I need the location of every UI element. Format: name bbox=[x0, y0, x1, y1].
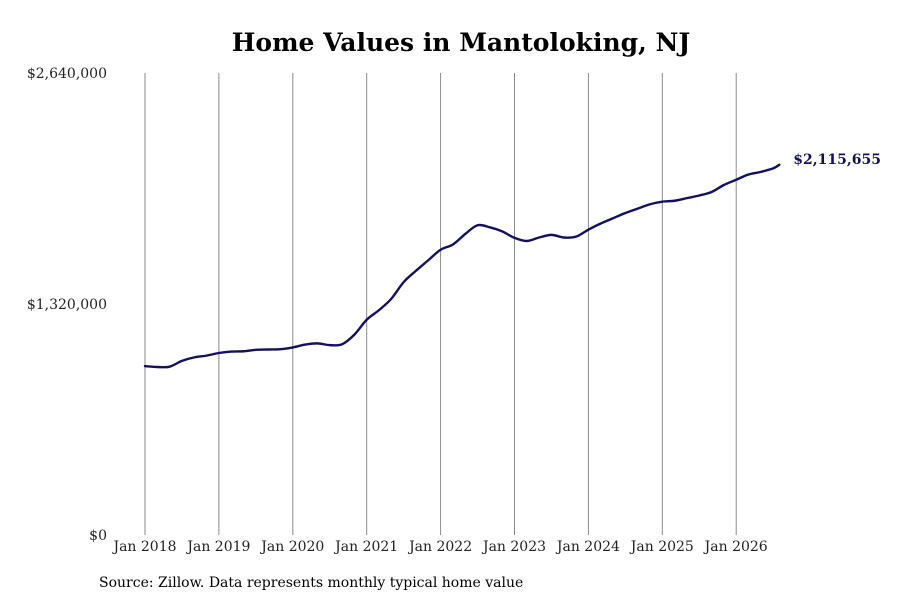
chart-title: Home Values in Mantoloking, NJ bbox=[232, 28, 690, 57]
x-tick-label: Jan 2025 bbox=[629, 539, 694, 555]
series-line bbox=[143, 163, 781, 369]
x-tick-label: Jan 2024 bbox=[555, 539, 620, 555]
series-layer bbox=[143, 163, 781, 369]
x-tick-label: Jan 2019 bbox=[185, 539, 250, 555]
x-tick-label: Jan 2026 bbox=[703, 539, 768, 555]
y-tick-label: $2,640,000 bbox=[27, 66, 107, 82]
y-tick-label: $1,320,000 bbox=[27, 297, 107, 313]
grid bbox=[144, 73, 737, 535]
end-value-label: $2,115,655 bbox=[793, 152, 881, 168]
source-note: Source: Zillow. Data represents monthly … bbox=[99, 575, 523, 591]
x-tick-label: Jan 2018 bbox=[111, 539, 176, 555]
x-axis: Jan 2018 Jan 2019 Jan 2020 Jan 2021 Jan 2022… bbox=[111, 539, 767, 555]
x-tick-label: Jan 2022 bbox=[407, 539, 472, 555]
y-axis: $0 $1,320,000 $2,640,000 bbox=[27, 66, 107, 544]
x-tick-label: Jan 2021 bbox=[333, 539, 398, 555]
x-tick-label: Jan 2023 bbox=[481, 539, 546, 555]
x-tick-label: Jan 2020 bbox=[259, 539, 324, 555]
y-tick-label: $0 bbox=[89, 528, 107, 544]
